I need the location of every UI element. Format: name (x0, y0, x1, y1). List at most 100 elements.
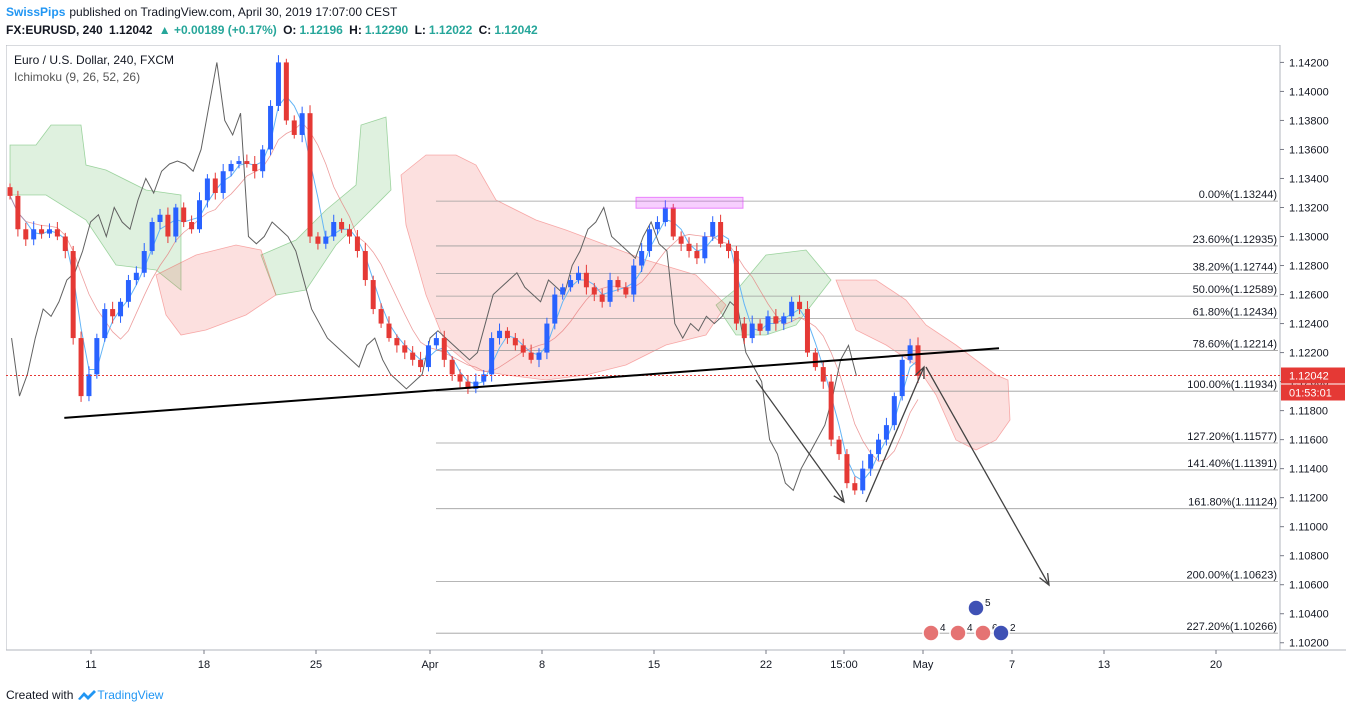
candle-body[interactable] (62, 236, 68, 252)
candle-body[interactable] (883, 425, 889, 440)
plot-area[interactable] (5, 44, 1281, 651)
candle-body[interactable] (181, 207, 187, 223)
event-badge-us[interactable]: 4 (922, 623, 946, 642)
candle-body[interactable] (283, 62, 289, 121)
fibonacci-extension[interactable]: 0.00%(1.13244) 23.60%(1.12935) 38.20%(1.12… (436, 189, 1278, 634)
candle-body[interactable] (354, 236, 360, 252)
candle-body[interactable] (331, 222, 337, 237)
chart-frame[interactable]: 0.00%(1.13244) 23.60%(1.12935) 38.20%(1.12… (5, 44, 1346, 675)
candle-body[interactable] (441, 338, 447, 360)
candle-body[interactable] (15, 195, 21, 230)
candle-body[interactable] (449, 359, 455, 375)
candle-body[interactable] (678, 236, 684, 244)
candle-body[interactable] (812, 352, 818, 368)
candle-body[interactable] (536, 352, 542, 360)
candle-body[interactable] (544, 323, 550, 353)
candle-body[interactable] (307, 113, 313, 237)
candle-body[interactable] (733, 251, 739, 324)
candle-body[interactable] (46, 229, 52, 234)
candle-body[interactable] (868, 454, 874, 469)
candle-body[interactable] (844, 454, 850, 484)
candle-body[interactable] (347, 229, 353, 237)
candle-body[interactable] (891, 396, 897, 426)
candle-body[interactable] (497, 330, 503, 339)
candle-body[interactable] (141, 251, 147, 273)
candle-body[interactable] (110, 309, 116, 317)
candle-body[interactable] (236, 161, 242, 164)
candle-body[interactable] (433, 338, 439, 346)
candle-body[interactable] (528, 352, 534, 360)
candle-body[interactable] (299, 113, 305, 135)
candle-body[interactable] (781, 316, 787, 324)
candle-body[interactable] (702, 236, 708, 259)
candle-body[interactable] (125, 280, 131, 302)
candle-body[interactable] (804, 309, 810, 353)
candle-body[interactable] (670, 207, 676, 237)
projection-arrow-down-2[interactable] (925, 366, 1050, 586)
candle-body[interactable] (425, 345, 431, 368)
candle-body[interactable] (757, 323, 763, 331)
candle-body[interactable] (836, 439, 842, 455)
candle-body[interactable] (773, 316, 779, 324)
candle-body[interactable] (591, 287, 597, 295)
candle-body[interactable] (252, 163, 258, 172)
candle-body[interactable] (899, 359, 905, 397)
candle-body[interactable] (457, 374, 463, 382)
candle-body[interactable] (378, 309, 384, 324)
time-axis[interactable]: 11 18 25 Apr 8 15 22 15:00 May 7 13 20 (85, 650, 1222, 671)
candle-body[interactable] (133, 272, 139, 281)
candle-body[interactable] (118, 301, 124, 317)
candle-body[interactable] (268, 105, 274, 150)
candle-body[interactable] (189, 222, 195, 230)
candle-body[interactable] (362, 251, 368, 281)
candle-body[interactable] (212, 178, 218, 193)
candle-body[interactable] (623, 287, 629, 295)
candle-body[interactable] (260, 149, 266, 172)
candle-body[interactable] (173, 207, 179, 237)
candle-body[interactable] (828, 381, 834, 440)
candle-body[interactable] (860, 468, 866, 491)
candle-body[interactable] (220, 171, 226, 193)
candle-body[interactable] (149, 222, 155, 252)
event-badge-eu[interactable]: 5 (967, 598, 991, 617)
support-trendline[interactable] (64, 347, 1000, 419)
resistance-zone-box[interactable] (635, 196, 744, 209)
candle-body[interactable] (639, 251, 645, 266)
candle-body[interactable] (86, 374, 92, 397)
candle-body[interactable] (907, 345, 913, 360)
candle-body[interactable] (631, 265, 637, 295)
candle-body[interactable] (370, 280, 376, 310)
candle-body[interactable] (402, 345, 408, 353)
price-chart[interactable]: 0.00%(1.13244) 23.60%(1.12935) 38.20%(1.12… (5, 44, 1346, 675)
candle-body[interactable] (607, 280, 613, 302)
candle-body[interactable] (465, 381, 471, 389)
candle-body[interactable] (31, 229, 37, 240)
projection-arrow-up[interactable] (865, 366, 925, 503)
candle-body[interactable] (196, 200, 202, 230)
candle-body[interactable] (583, 272, 589, 288)
candle-body[interactable] (102, 309, 108, 339)
tradingview-link[interactable]: TradingView (77, 688, 163, 702)
candle-body[interactable] (94, 338, 100, 375)
economic-events[interactable]: 44652 (922, 598, 1016, 642)
candle-body[interactable] (575, 272, 581, 281)
candle-body[interactable] (718, 222, 724, 244)
candle-body[interactable] (323, 236, 329, 244)
candle-body[interactable] (165, 214, 171, 237)
price-axis[interactable]: 1.14200 1.14000 1.13800 1.13600 1.13400 1.132… (1280, 57, 1345, 650)
candle-body[interactable] (647, 229, 653, 252)
candle-body[interactable] (654, 222, 660, 230)
candle-body[interactable] (568, 280, 574, 288)
candle-body[interactable] (797, 301, 803, 310)
candle-body[interactable] (70, 251, 76, 339)
candle-body[interactable] (339, 222, 345, 230)
candle-body[interactable] (749, 323, 755, 339)
candle-body[interactable] (915, 345, 921, 376)
projection-arrow-down-1[interactable] (755, 379, 845, 503)
candle-body[interactable] (394, 338, 400, 346)
candle-body[interactable] (852, 483, 858, 491)
candle-body[interactable] (599, 294, 605, 302)
candle-body[interactable] (504, 330, 510, 339)
candle-body[interactable] (765, 316, 771, 331)
candle-body[interactable] (820, 367, 826, 382)
